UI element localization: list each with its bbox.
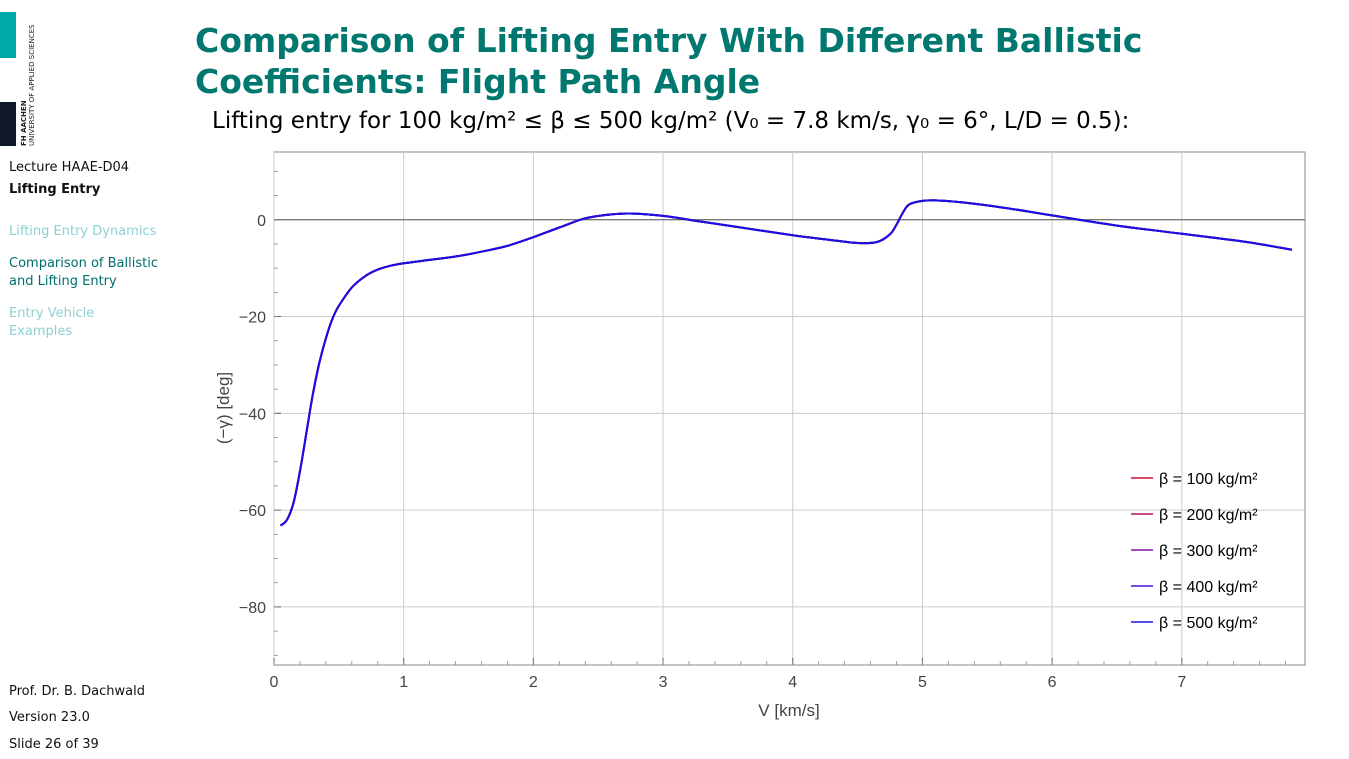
series-line-beta-3 — [279, 199, 1293, 527]
series-line-beta-4 — [279, 199, 1293, 527]
lecture-code: Lecture HAAE-D04 — [9, 160, 130, 175]
slide-title: Comparison of Lifting Entry With Differe… — [195, 20, 1315, 102]
legend-label-beta-5: β = 500 kg/m² — [1159, 615, 1258, 632]
tick-marks — [273, 170, 1286, 665]
y-tick-label: 0 — [257, 213, 266, 230]
sidebar: FH AACHEN UNIVERSITY OF APPLIED SCIENCES… — [0, 0, 190, 759]
series-group — [279, 199, 1293, 527]
logo-dark-block — [0, 102, 16, 146]
grid — [273, 152, 1305, 665]
slide-subtitle: Lifting entry for 100 kg/m² ≤ β ≤ 500 kg… — [212, 108, 1130, 134]
author: Prof. Dr. B. Dachwald — [9, 684, 145, 699]
tick-labels: 0 1 2 3 4 5 6 7 −80 −60 −40 −20 0 — [239, 213, 1186, 691]
x-tick-label: 2 — [529, 674, 538, 691]
y-tick-label: −20 — [239, 310, 266, 327]
series-line-beta-2 — [279, 199, 1293, 527]
x-tick-label: 7 — [1177, 674, 1186, 691]
legend-label-beta-2: β = 200 kg/m² — [1159, 507, 1258, 524]
y-axis-label: (−γ) [deg] — [214, 372, 233, 444]
series-line-beta-1 — [279, 199, 1293, 527]
slide-title-text: Comparison of Lifting Entry With Differe… — [195, 21, 1143, 101]
x-tick-label: 5 — [918, 674, 927, 691]
nav-item-entry-vehicle-examples[interactable]: Entry Vehicle Examples — [9, 306, 95, 339]
legend-label-beta-3: β = 300 kg/m² — [1159, 543, 1258, 560]
version: Version 23.0 — [9, 710, 90, 725]
legend-label-beta-4: β = 400 kg/m² — [1159, 579, 1258, 596]
y-tick-label: −80 — [239, 600, 266, 617]
nav-item-comparison[interactable]: Comparison of Ballistic and Lifting Entr… — [9, 256, 158, 289]
nav-item-lifting-entry-dynamics[interactable]: Lifting Entry Dynamics — [9, 224, 157, 239]
y-tick-label: −60 — [239, 503, 266, 520]
legend: β = 100 kg/m² β = 200 kg/m² β = 300 kg/m² β… — [1131, 471, 1258, 632]
lecture-title: Lifting Entry — [9, 182, 101, 197]
series-line-beta-5 — [279, 199, 1293, 527]
x-tick-label: 1 — [399, 674, 408, 691]
logo-teal-block — [0, 12, 16, 58]
x-tick-label: 6 — [1048, 674, 1057, 691]
legend-label-beta-1: β = 100 kg/m² — [1159, 471, 1258, 488]
x-tick-label: 4 — [788, 674, 797, 691]
x-tick-label: 3 — [659, 674, 668, 691]
y-tick-label: −40 — [239, 406, 266, 423]
x-axis-label: V [km/s] — [758, 701, 819, 720]
x-tick-label: 0 — [270, 674, 279, 691]
slide-number: Slide 26 of 39 — [9, 737, 99, 752]
